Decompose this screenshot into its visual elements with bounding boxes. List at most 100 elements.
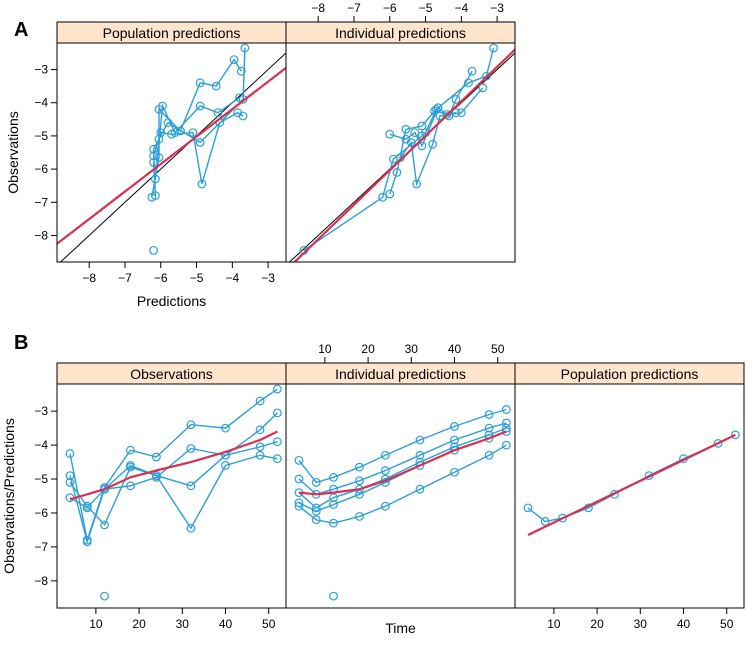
series-3-point: [186, 444, 196, 453]
x-tick-label: 50: [262, 617, 276, 631]
series-2-point: [272, 454, 282, 464]
chart-b-y-axis-title: Observations/Predictions: [1, 418, 17, 574]
series-3-line: [69, 412, 278, 545]
outlier-point: [100, 591, 109, 601]
chart-a-diagnostics: Population predictions−8 −7 −6 −5 −4 −3Indivi…: [5, 1, 516, 309]
series-2-point: [467, 66, 477, 76]
x-tick-label: −7: [118, 271, 132, 285]
x-tick-label: 20: [132, 617, 146, 631]
series-1-point: [311, 478, 321, 487]
series-1-point: [489, 43, 498, 53]
series-4-point: [186, 481, 196, 491]
series-4-point: [65, 478, 75, 487]
x-tick-label: −4: [454, 1, 468, 15]
series-4-point: [478, 83, 488, 93]
x-tick-label: 20: [590, 617, 604, 631]
series-4-point: [197, 179, 207, 189]
plot-area: [65, 384, 282, 601]
series-4-point: [82, 501, 92, 511]
series-1-point: [151, 452, 161, 462]
x-tick-label: −7: [347, 1, 361, 15]
series-3-point: [329, 500, 338, 509]
series-3-point: [150, 174, 160, 184]
series-4-line: [399, 87, 484, 187]
series-4-point: [156, 128, 166, 137]
x-tick-label: −3: [490, 1, 504, 15]
series-5-point: [450, 467, 459, 477]
series-2-point: [229, 55, 239, 64]
panel-frame: [56, 383, 287, 609]
series-3-point: [235, 93, 244, 103]
series-4-point: [272, 437, 282, 447]
y-tick-label: −3: [34, 63, 48, 77]
series-3-point: [430, 106, 439, 116]
series-3-point: [417, 121, 427, 131]
y-tick-label: −8: [34, 574, 48, 588]
series-3-point: [82, 537, 92, 547]
series-4-point: [126, 462, 135, 472]
series-2-point: [380, 466, 390, 475]
series-1-point: [415, 435, 425, 445]
strip-title: Individual predictions: [335, 25, 466, 41]
series-3-point: [255, 425, 265, 435]
smooth-line: [57, 67, 286, 245]
series-4-line: [69, 441, 278, 527]
outlier-point: [329, 591, 338, 601]
x-axis: 10 20 30 40 50: [318, 342, 505, 363]
strip-title: Individual predictions: [335, 366, 466, 382]
y-tick-label: −6: [34, 162, 48, 176]
x-tick-label: −6: [154, 271, 168, 285]
x-tick-label: 30: [405, 342, 419, 356]
series-4-point: [428, 139, 438, 149]
chart-a-y-axis: −8 −7 −6 −5 −4 −3: [34, 63, 57, 242]
series-3-point: [385, 189, 395, 199]
series-1-point: [149, 144, 159, 154]
series-5-point: [355, 511, 364, 521]
series-4-point: [151, 471, 161, 481]
series-1-point: [221, 423, 230, 433]
series-1-line: [152, 47, 246, 196]
x-tick-label: 30: [176, 617, 190, 631]
series-3-point: [392, 168, 402, 177]
series-4-point: [149, 151, 159, 161]
y-tick-label: −4: [34, 438, 48, 452]
series-2-point: [294, 474, 304, 484]
panel-label-b: B: [14, 332, 28, 354]
series-2-point: [355, 476, 364, 486]
series-1-point: [713, 438, 723, 448]
series-5-point: [484, 450, 494, 460]
series-2-point: [450, 435, 459, 445]
chart-b-time-course: Observations 10 20 30 40 50 Individual predict…: [1, 342, 745, 636]
plot-area: [57, 43, 286, 262]
series-4-point: [406, 138, 416, 147]
series-2-point: [154, 153, 164, 162]
series-4-point: [255, 442, 265, 452]
x-tick-label: 50: [491, 342, 505, 356]
series-5-point: [311, 515, 321, 525]
series-2-point: [484, 423, 494, 433]
series-3-point: [401, 124, 411, 134]
smooth-line: [293, 48, 515, 262]
series-1-point: [380, 450, 390, 460]
strip-title: Population predictions: [561, 366, 699, 382]
chart-a-panel-1: Population predictions −8 −7 −6 −5 −4 −3: [56, 21, 287, 285]
series-1-point: [378, 192, 388, 202]
smooth-line: [298, 430, 507, 496]
series-3-line: [154, 97, 240, 180]
series-1-point: [523, 503, 533, 513]
series-3-line: [389, 110, 457, 195]
x-tick-label: −5: [190, 271, 204, 285]
series-5-point: [294, 501, 304, 511]
series-1-point: [484, 410, 494, 419]
plot-area: [288, 43, 515, 262]
series-2-point: [195, 78, 205, 88]
series-4-point: [100, 520, 109, 530]
y-tick-label: −8: [34, 228, 48, 242]
x-tick-label: 20: [361, 342, 375, 356]
series-4-point: [311, 503, 321, 513]
y-tick-label: −5: [34, 472, 48, 486]
y-tick-label: −7: [34, 540, 48, 554]
chart-a-y-axis-title: Observations: [5, 111, 21, 193]
